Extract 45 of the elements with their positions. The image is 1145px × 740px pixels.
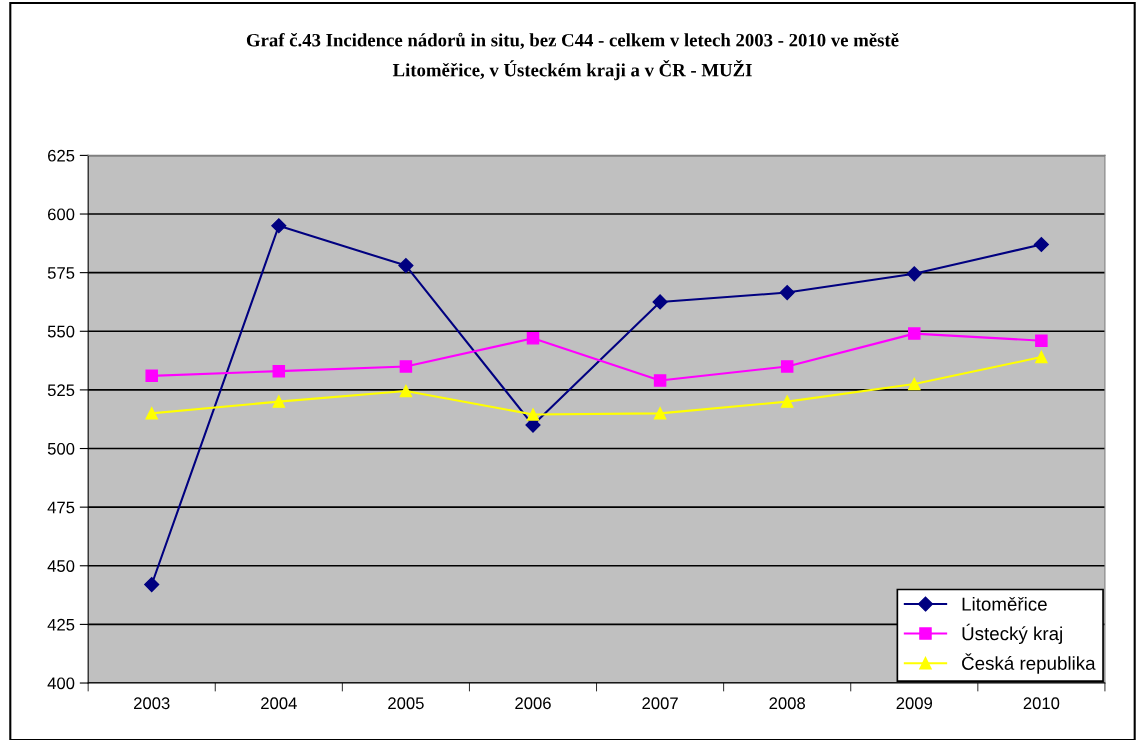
y-tick-label: 625 — [48, 149, 75, 162]
chart-title: Graf č.43 Incidence nádorů in situ, bez C44 - celkem v letech 2003 - 2010 ve městě Litoměřice, v Ústeckém kraji a v ČR - MUŽI — [246, 32, 899, 81]
y-tick-label: 500 — [47, 442, 75, 455]
point — [780, 395, 794, 408]
point — [780, 360, 794, 373]
point — [144, 576, 160, 593]
x-tick-label: 2004 — [261, 697, 297, 710]
y-tick-label: 575 — [47, 267, 75, 279]
legend-label: Ústecký kraj — [962, 623, 1062, 644]
point — [653, 374, 667, 387]
point — [652, 294, 668, 310]
point — [399, 360, 413, 373]
point — [399, 384, 413, 398]
y-tick-label: 475 — [47, 501, 75, 514]
point — [1033, 236, 1049, 253]
x-tick-label: 2003 — [134, 697, 170, 710]
point — [779, 285, 795, 301]
y-tick-label: 400 — [47, 677, 75, 690]
point — [908, 327, 921, 340]
x-tick-label: 2009 — [896, 697, 933, 710]
point — [526, 332, 540, 345]
legend-label: Česká republika — [962, 653, 1096, 674]
y-tick-label: 550 — [47, 325, 75, 338]
x-tick-label: 2010 — [1023, 697, 1060, 710]
point — [272, 364, 286, 378]
point — [906, 266, 922, 282]
y-tick-label: 425 — [47, 618, 75, 631]
legend-label: Litoměřice — [962, 596, 1047, 611]
x-tick-label: 2005 — [388, 697, 424, 710]
x-tick-label: 2006 — [515, 697, 551, 710]
point — [272, 395, 286, 408]
point — [145, 407, 158, 420]
point — [908, 377, 921, 391]
y-tick-label: 525 — [47, 384, 75, 397]
point — [1035, 334, 1048, 347]
point — [1035, 350, 1048, 364]
point — [145, 369, 158, 383]
x-tick-label: 2008 — [769, 697, 805, 710]
point — [526, 408, 540, 421]
point — [398, 258, 414, 274]
point — [271, 218, 287, 234]
y-tick-label: 450 — [47, 560, 75, 572]
point — [653, 407, 667, 420]
x-tick-label: 2007 — [642, 697, 678, 710]
y-tick-label: 600 — [48, 208, 75, 221]
